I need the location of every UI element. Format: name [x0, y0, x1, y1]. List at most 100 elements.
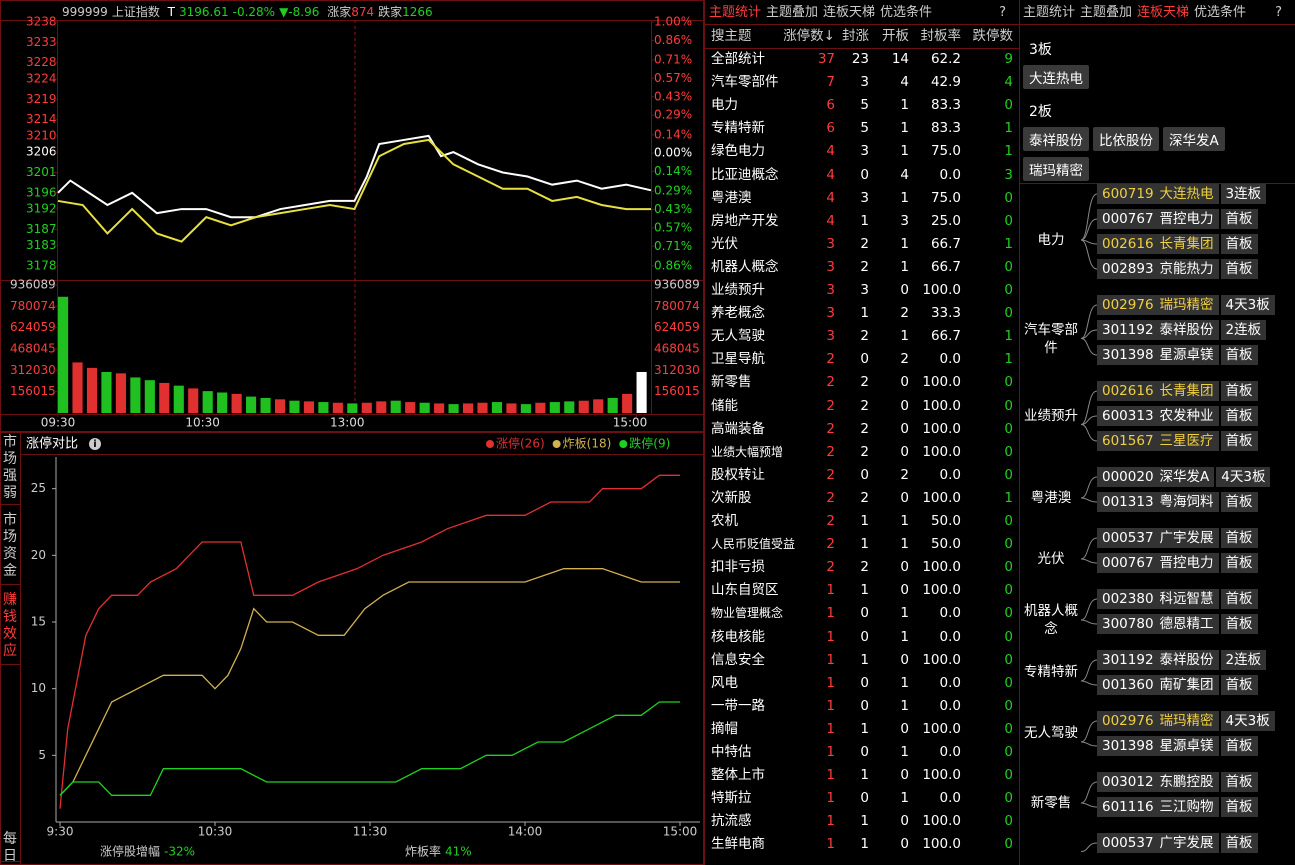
side-tab[interactable]: 每日 — [0, 829, 20, 864]
side-tab[interactable]: 市场强弱 — [0, 432, 20, 505]
board-tag: 首板 — [1220, 209, 1258, 229]
stock-row[interactable]: 000537 广宇发展 首板 — [1097, 833, 1258, 853]
table-row[interactable]: 业绩大幅预增 2 2 0 100.0 0 — [705, 441, 1019, 464]
table-row[interactable]: 专精特新 6 5 1 83.3 1 — [705, 117, 1019, 140]
table-row[interactable]: 特斯拉 1 0 1 0.0 0 — [705, 787, 1019, 810]
cell: 1 — [826, 836, 835, 853]
stock-info: 600313 农发种业 — [1097, 406, 1219, 426]
stock-chip[interactable]: 瑞玛精密 — [1023, 157, 1089, 181]
cell: 0 — [1004, 813, 1013, 830]
table-row[interactable]: 机器人概念 3 2 1 66.7 0 — [705, 256, 1019, 279]
stock-row[interactable]: 600313 农发种业 首板 — [1097, 406, 1258, 426]
stock-name: 泰祥股份 — [1159, 652, 1214, 668]
table-row[interactable]: 信息安全 1 1 0 100.0 0 — [705, 649, 1019, 672]
table-row[interactable]: 扣非亏损 2 2 0 100.0 0 — [705, 556, 1019, 579]
stock-row[interactable]: 002380 科远智慧 首板 — [1097, 589, 1258, 609]
tab[interactable]: 主题统计 — [1023, 5, 1076, 20]
column-header[interactable]: 开板 — [882, 28, 909, 44]
stock-code: 000767 — [1102, 555, 1154, 571]
stock-row[interactable]: 003012 东鹏控股 首板 — [1097, 772, 1258, 792]
cell: 25.0 — [930, 212, 961, 229]
stock-chip[interactable]: 大连热电 — [1023, 65, 1089, 89]
stock-row[interactable]: 001360 南矿集团 首板 — [1097, 675, 1258, 695]
stock-row[interactable]: 600719 大连热电 3连板 — [1097, 184, 1267, 204]
table-row[interactable]: 摘帽 1 1 0 100.0 0 — [705, 718, 1019, 741]
table-row[interactable]: 风电 1 0 1 0.0 0 — [705, 672, 1019, 695]
stock-row[interactable]: 601116 三江购物 首板 — [1097, 797, 1258, 817]
stock-row[interactable]: 000767 晋控电力 首板 — [1097, 553, 1258, 573]
stock-row[interactable]: 601567 三星医疗 首板 — [1097, 431, 1258, 451]
stock-row[interactable]: 301192 泰祥股份 2连板 — [1097, 320, 1267, 340]
table-row[interactable]: 业绩预升 3 3 0 100.0 0 — [705, 279, 1019, 302]
column-header[interactable]: 封板率 — [920, 28, 962, 44]
cell: 2 — [860, 443, 869, 460]
stock-row[interactable]: 002893 京能热力 首板 — [1097, 259, 1258, 279]
table-row[interactable]: 生鲜电商 1 1 0 100.0 0 — [705, 833, 1019, 856]
table-row[interactable]: 新零售 2 2 0 100.0 0 — [705, 371, 1019, 394]
stock-row[interactable]: 000767 晋控电力 首板 — [1097, 209, 1258, 229]
stock-row[interactable]: 002616 长青集团 首板 — [1097, 234, 1258, 254]
table-row[interactable]: 储能 2 2 0 100.0 0 — [705, 395, 1019, 418]
cell: 1 — [860, 513, 869, 529]
tab[interactable]: 优选条件 — [1194, 5, 1247, 20]
stock-name: 星源卓镁 — [1159, 738, 1214, 754]
stock-row[interactable]: 002976 瑞玛精密 4天3板 — [1097, 711, 1275, 731]
footer-value: -32% — [164, 845, 195, 859]
table-row[interactable]: 整体上市 1 1 0 100.0 0 — [705, 764, 1019, 787]
table-row[interactable]: 比亚迪概念 4 0 4 0.0 3 — [705, 164, 1019, 187]
stock-row[interactable]: 000020 深华发A 4天3板 — [1097, 467, 1271, 487]
board-tag: 首板 — [1220, 553, 1258, 573]
tab[interactable]: ? — [999, 5, 1006, 20]
table-row[interactable]: 无人驾驶 3 2 1 66.7 1 — [705, 325, 1019, 348]
stock-chip[interactable]: 深华发A — [1163, 127, 1225, 151]
stock-name: 三星医疗 — [1159, 433, 1214, 449]
table-row[interactable]: 光伏 3 2 1 66.7 1 — [705, 233, 1019, 256]
table-row[interactable]: 物业管理概念 1 0 1 0.0 0 — [705, 602, 1019, 625]
y2-tick-label: 0.71% — [654, 53, 692, 67]
tab[interactable]: 主题叠加 — [1080, 5, 1133, 20]
table-row[interactable]: 次新股 2 2 0 100.0 1 — [705, 487, 1019, 510]
tab[interactable]: 优选条件 — [880, 5, 933, 20]
stock-row[interactable]: 002976 瑞玛精密 4天3板 — [1097, 295, 1275, 315]
cell: 6 — [826, 120, 835, 137]
stock-chip[interactable]: 泰祥股份 — [1023, 127, 1089, 151]
volume-bar — [101, 371, 112, 413]
table-row[interactable]: 农机 2 1 1 50.0 0 — [705, 510, 1019, 533]
table-row[interactable]: 全部统计 37 23 14 62.2 9 — [705, 48, 1019, 71]
table-row[interactable]: 一带一路 1 0 1 0.0 0 — [705, 695, 1019, 718]
column-header[interactable]: 封涨 — [842, 28, 869, 44]
stock-row[interactable]: 001313 粤海饲料 首板 — [1097, 492, 1258, 512]
table-row[interactable]: 绿色电力 4 3 1 75.0 1 — [705, 140, 1019, 163]
table-row[interactable]: 房地产开发 4 1 3 25.0 0 — [705, 210, 1019, 233]
table-row[interactable]: 中特估 1 0 1 0.0 0 — [705, 741, 1019, 764]
side-tab[interactable]: 赚钱效应 — [0, 590, 20, 665]
stock-row[interactable]: 300780 德恩精工 首板 — [1097, 614, 1258, 634]
table-row[interactable]: 高端装备 2 2 0 100.0 0 — [705, 418, 1019, 441]
tab[interactable]: 连板天梯 — [1137, 5, 1190, 20]
tab[interactable]: 主题叠加 — [766, 5, 819, 20]
column-header[interactable]: 搜主题 — [711, 28, 752, 44]
table-row[interactable]: 抗流感 1 1 0 100.0 0 — [705, 810, 1019, 833]
table-row[interactable]: 人民币贬值受益 2 1 1 50.0 0 — [705, 533, 1019, 556]
side-tab[interactable]: 市场资金 — [0, 510, 20, 585]
table-row[interactable]: 山东自贸区 1 1 0 100.0 0 — [705, 579, 1019, 602]
column-header[interactable]: 涨停数↓ — [783, 28, 835, 44]
column-header[interactable]: 跌停数 — [972, 28, 1014, 44]
stock-info: 001313 粤海饲料 — [1097, 492, 1219, 512]
table-row[interactable]: 电力 6 5 1 83.3 0 — [705, 94, 1019, 117]
stock-row[interactable]: 002616 长青集团 首板 — [1097, 381, 1258, 401]
table-row[interactable]: 养老概念 3 1 2 33.3 0 — [705, 302, 1019, 325]
tab[interactable]: ? — [1275, 5, 1282, 20]
table-row[interactable]: 核电核能 1 0 1 0.0 0 — [705, 626, 1019, 649]
stock-row[interactable]: 301398 星源卓镁 首板 — [1097, 736, 1258, 756]
table-row[interactable]: 卫星导航 2 0 2 0.0 1 — [705, 348, 1019, 371]
tab[interactable]: 连板天梯 — [823, 5, 876, 20]
tab[interactable]: 主题统计 — [709, 5, 762, 20]
table-row[interactable]: 粤港澳 4 3 1 75.0 0 — [705, 187, 1019, 210]
stock-chip[interactable]: 比依股份 — [1093, 127, 1159, 151]
stock-row[interactable]: 000537 广宇发展 首板 — [1097, 528, 1258, 548]
stock-row[interactable]: 301192 泰祥股份 2连板 — [1097, 650, 1267, 670]
table-row[interactable]: 股权转让 2 0 2 0.0 0 — [705, 464, 1019, 487]
stock-row[interactable]: 301398 星源卓镁 首板 — [1097, 345, 1258, 365]
table-row[interactable]: 汽车零部件 7 3 4 42.9 4 — [705, 71, 1019, 94]
